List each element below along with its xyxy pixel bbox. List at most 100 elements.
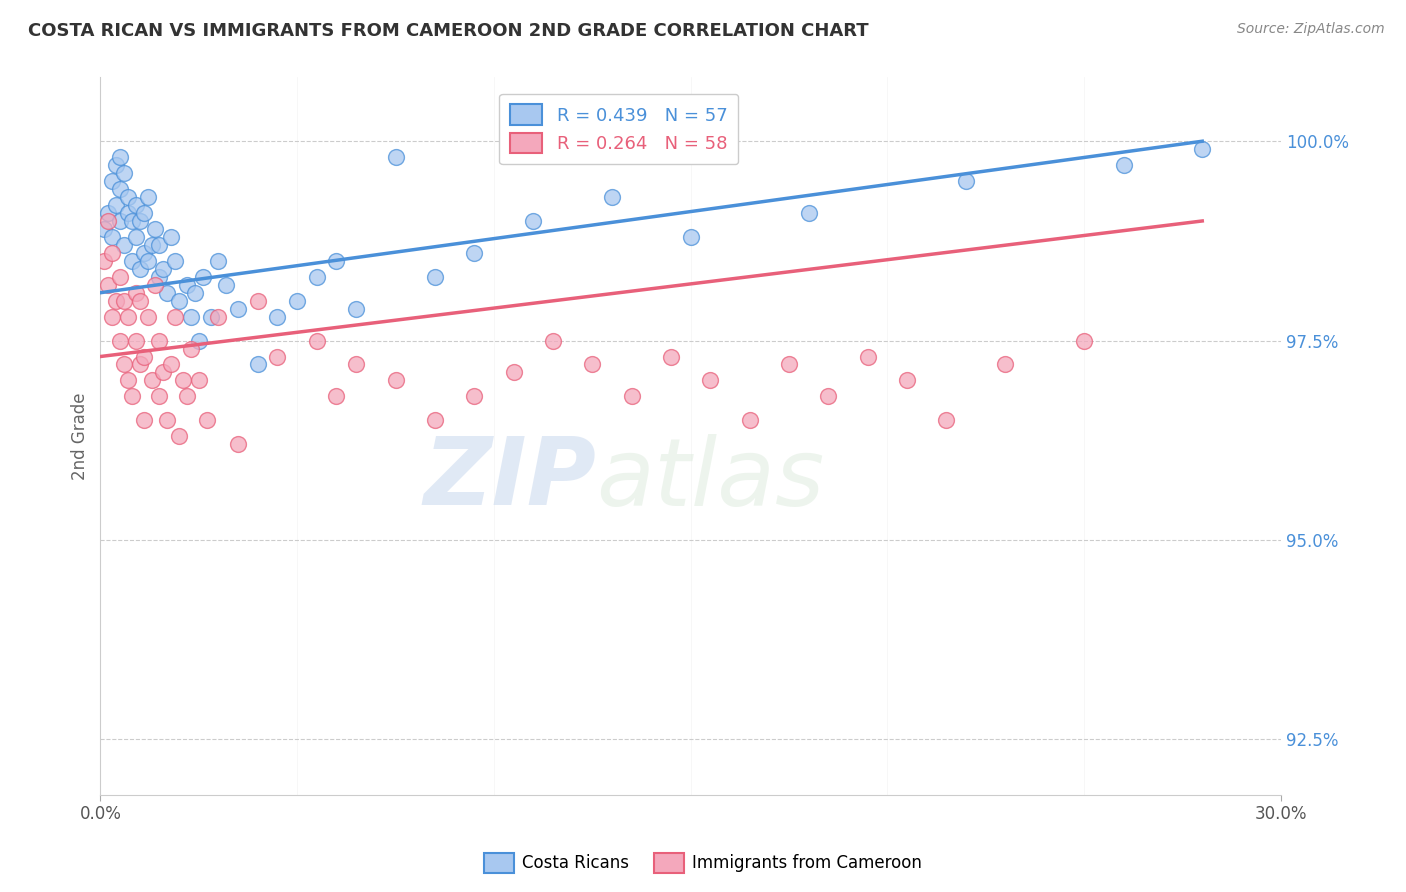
Point (246, 293, 269, 308)
Point (176, 389, 198, 403)
Point (125, 334, 148, 348)
Point (423, 269, 446, 284)
Point (128, 293, 150, 308)
Point (148, 334, 170, 348)
Point (101, 245, 124, 260)
Point (955, 174, 977, 188)
Point (325, 253, 347, 268)
Point (187, 334, 209, 348)
Point (105, 158, 128, 172)
Point (738, 413, 761, 427)
Point (128, 261, 150, 276)
Point (136, 253, 159, 268)
Point (994, 358, 1017, 372)
Point (266, 310, 288, 324)
Point (856, 350, 879, 364)
Point (101, 230, 124, 244)
Point (463, 245, 485, 260)
Point (423, 413, 446, 427)
Point (344, 358, 367, 372)
Point (305, 334, 328, 348)
Point (152, 366, 174, 380)
Text: Source: ZipAtlas.com: Source: ZipAtlas.com (1237, 22, 1385, 37)
Point (112, 293, 135, 308)
Point (600, 190, 623, 204)
Point (215, 277, 238, 292)
Point (679, 230, 702, 244)
Point (108, 150, 131, 164)
Point (581, 358, 603, 372)
Point (136, 310, 159, 324)
Point (108, 334, 131, 348)
Point (699, 373, 721, 387)
Point (93, 253, 115, 268)
Point (117, 373, 139, 387)
Point (93, 222, 115, 236)
Point (156, 285, 179, 300)
Point (101, 174, 124, 188)
Point (108, 269, 131, 284)
Point (121, 253, 143, 268)
Y-axis label: 2nd Grade: 2nd Grade (72, 392, 89, 480)
Point (285, 293, 308, 308)
Point (226, 301, 249, 316)
Point (180, 310, 202, 324)
Point (620, 389, 643, 403)
Point (117, 310, 139, 324)
Point (128, 358, 150, 372)
Point (141, 373, 163, 387)
Point (165, 310, 187, 324)
Point (97, 214, 120, 228)
Point (384, 150, 406, 164)
Text: COSTA RICAN VS IMMIGRANTS FROM CAMEROON 2ND GRADE CORRELATION CHART: COSTA RICAN VS IMMIGRANTS FROM CAMEROON … (28, 22, 869, 40)
Point (176, 277, 198, 292)
Point (101, 310, 124, 324)
Point (121, 214, 143, 228)
Point (167, 293, 190, 308)
Point (191, 269, 214, 284)
Point (105, 293, 128, 308)
Point (132, 350, 155, 364)
Point (896, 373, 918, 387)
Text: atlas: atlas (596, 434, 824, 524)
Point (502, 366, 524, 380)
Point (108, 182, 131, 196)
Point (778, 358, 800, 372)
Point (384, 373, 406, 387)
Point (246, 358, 269, 372)
Point (184, 285, 207, 300)
Point (935, 413, 957, 427)
Point (200, 310, 222, 324)
Point (136, 190, 159, 204)
Point (160, 230, 183, 244)
Point (187, 373, 209, 387)
Point (1073, 334, 1095, 348)
Point (659, 350, 682, 364)
Point (541, 334, 564, 348)
Point (132, 413, 155, 427)
Text: ZIP: ZIP (423, 434, 596, 525)
Point (817, 389, 839, 403)
Point (108, 214, 131, 228)
Point (344, 301, 367, 316)
Point (207, 253, 229, 268)
Point (325, 389, 347, 403)
Point (112, 238, 135, 252)
Point (172, 373, 194, 387)
Point (117, 190, 139, 204)
Point (112, 166, 135, 180)
Point (797, 206, 820, 220)
Point (148, 269, 170, 284)
Point (1191, 142, 1213, 156)
Point (121, 389, 143, 403)
Point (207, 310, 229, 324)
Point (112, 358, 135, 372)
Point (148, 389, 170, 403)
Point (145, 277, 167, 292)
Point (160, 358, 183, 372)
Point (125, 230, 148, 244)
Point (152, 261, 174, 276)
Point (305, 269, 328, 284)
Point (125, 198, 148, 212)
Point (167, 429, 190, 443)
